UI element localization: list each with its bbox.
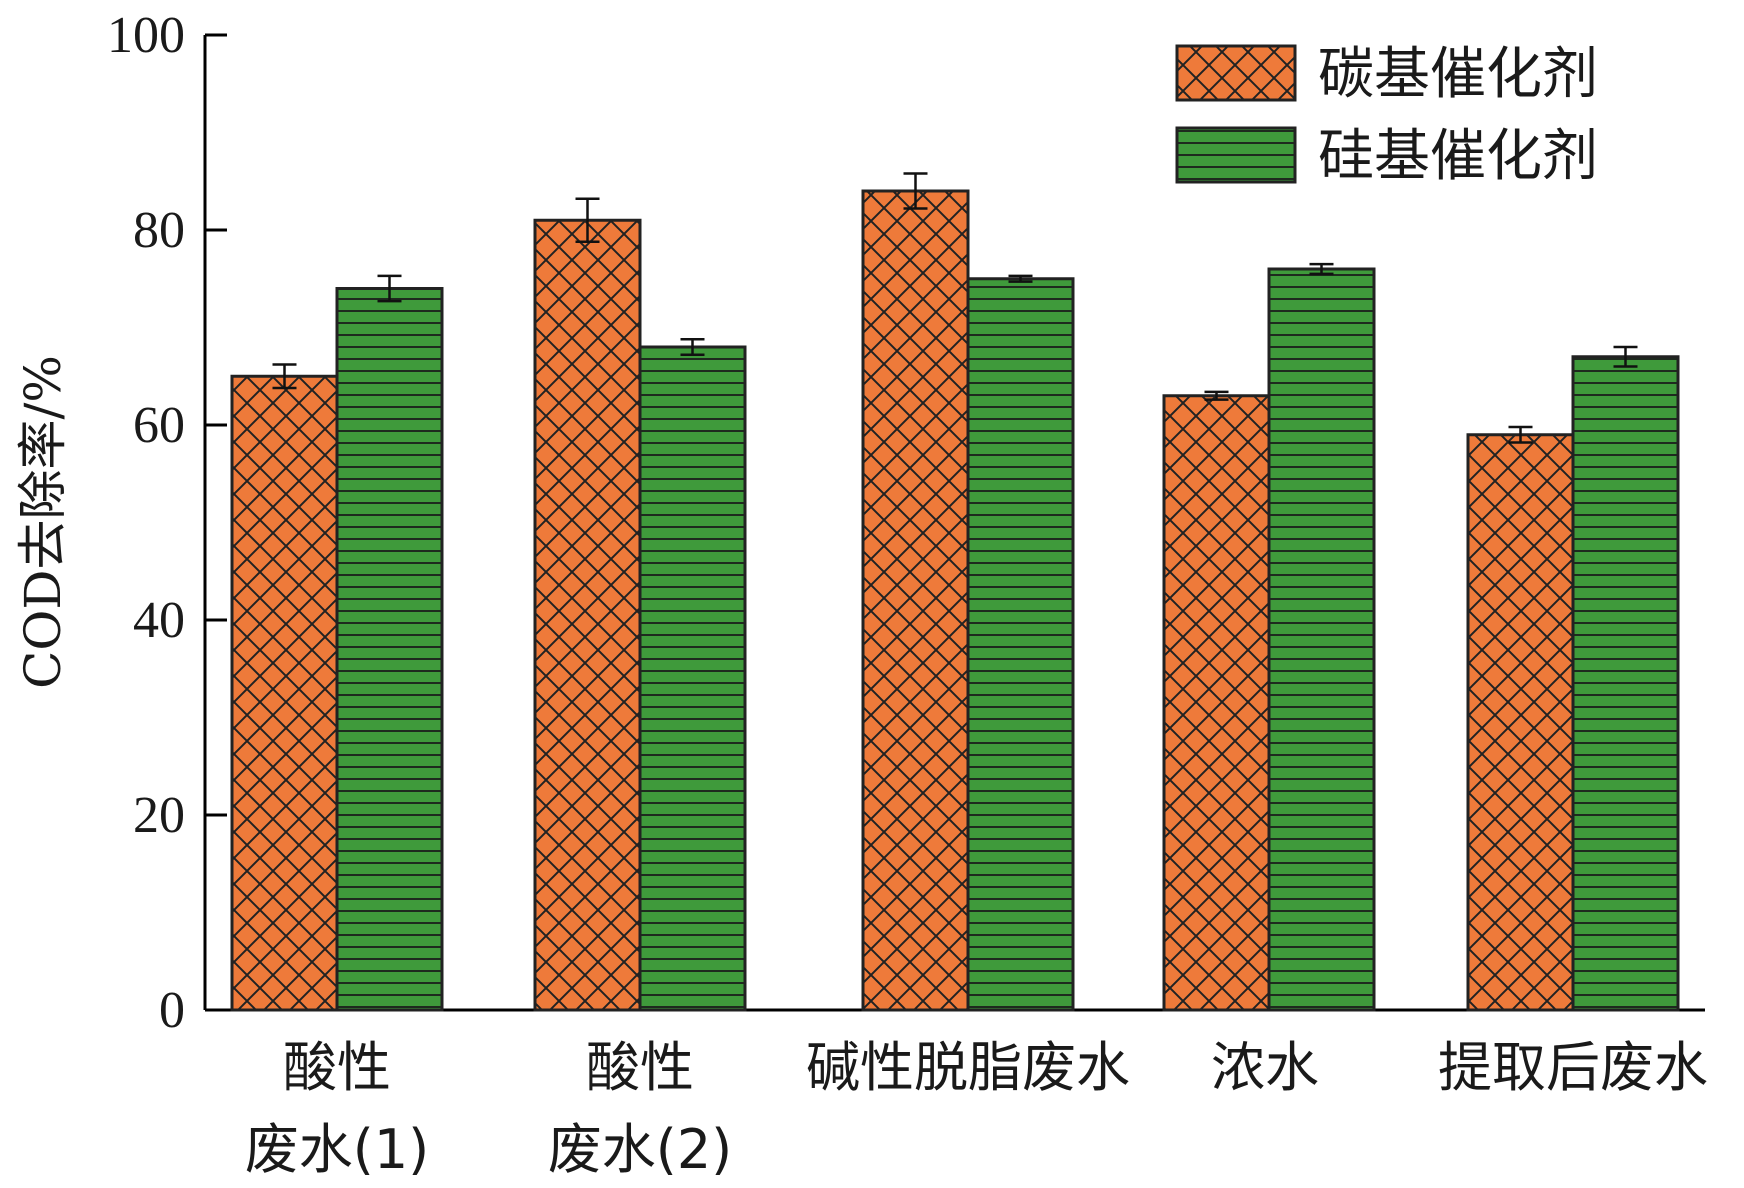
y-tick-label: 40 bbox=[133, 592, 185, 649]
bar-carbon-4 bbox=[1466, 433, 1575, 1012]
legend-swatch-carbon bbox=[1175, 44, 1297, 102]
error-bar bbox=[1008, 274, 1033, 283]
bar-silicon-0 bbox=[335, 287, 444, 1012]
bar-carbon-0 bbox=[230, 374, 339, 1012]
error-bar bbox=[1204, 390, 1229, 401]
legend-label-carbon: 碳基催化剂 bbox=[1318, 42, 1598, 107]
error-bars bbox=[272, 172, 1638, 444]
error-bar bbox=[1508, 425, 1533, 444]
y-tick-label: 60 bbox=[133, 397, 185, 454]
error-bar bbox=[377, 274, 402, 303]
x-tick-label: 酸性 bbox=[586, 1036, 694, 1099]
bar-silicon-2 bbox=[966, 277, 1075, 1012]
y-axis-title-group: COD去除率/% bbox=[14, 355, 72, 689]
legend-label-silicon: 硅基催化剂 bbox=[1318, 124, 1598, 189]
bars bbox=[230, 189, 1680, 1012]
error-bar bbox=[680, 337, 705, 357]
error-bar bbox=[903, 172, 928, 210]
bar-silicon-4 bbox=[1571, 355, 1680, 1012]
y-tick-label: 20 bbox=[133, 787, 185, 844]
y-tick-label: 0 bbox=[159, 982, 185, 1039]
x-tick-label: 浓水 bbox=[1211, 1036, 1319, 1099]
legend-swatch-silicon bbox=[1175, 126, 1297, 184]
error-bar bbox=[272, 363, 297, 390]
axes: 0 20 40 60 80 100 bbox=[107, 7, 1705, 1039]
x-tick-label: 提取后废水 bbox=[1438, 1036, 1708, 1099]
x-tick-label: 废水(1) bbox=[245, 1118, 430, 1181]
error-bar bbox=[1613, 345, 1638, 368]
x-tick-label: 废水(2) bbox=[548, 1118, 733, 1181]
error-bar bbox=[575, 197, 600, 243]
bar-carbon-1 bbox=[533, 218, 642, 1012]
y-tick-label: 100 bbox=[107, 7, 185, 64]
y-tick-label: 80 bbox=[133, 202, 185, 259]
x-tick-label: 碱性脱脂废水 bbox=[806, 1036, 1130, 1099]
x-tick-label: 酸性 bbox=[283, 1036, 391, 1099]
bar-carbon-2 bbox=[861, 189, 970, 1012]
error-bar bbox=[1309, 262, 1334, 276]
y-axis-title: COD去除率/% bbox=[14, 355, 72, 689]
bar-silicon-3 bbox=[1267, 267, 1376, 1012]
bar-carbon-3 bbox=[1162, 394, 1271, 1012]
bar-silicon-1 bbox=[638, 345, 747, 1012]
